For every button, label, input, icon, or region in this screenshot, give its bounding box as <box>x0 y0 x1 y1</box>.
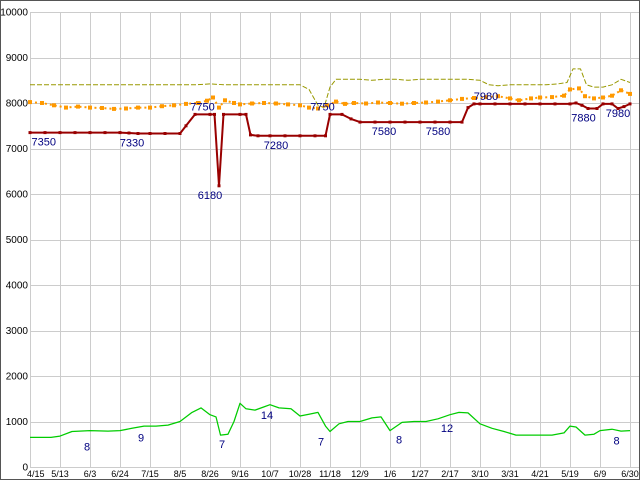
data-point-labels: 7350 7330 7750 6180 7280 7750 7580 7580 7980 7880… <box>32 91 631 453</box>
x-tick-label: 4/15 <box>27 469 45 479</box>
data-point-label: 7750 <box>310 101 334 113</box>
y-tick-label: 10000 <box>0 8 28 19</box>
y-tick-label: 3000 <box>6 326 29 337</box>
y-tick-label: 4000 <box>6 281 29 292</box>
x-tick-label: 3/31 <box>501 469 519 479</box>
series-line-green-count-line <box>30 402 631 439</box>
data-point-label: 7750 <box>190 101 214 113</box>
x-tick-label: 1/27 <box>411 469 429 479</box>
x-tick-label: 6/9 <box>594 469 607 479</box>
data-point-label: 8 <box>613 436 619 448</box>
data-point-label: 8 <box>396 435 402 447</box>
x-tick-label: 8/5 <box>174 469 187 479</box>
y-tick-label: 1000 <box>6 417 29 428</box>
series-line-high-dashed-olive <box>30 68 631 109</box>
gridlines <box>30 12 639 468</box>
x-tick-label: 11/18 <box>319 469 341 479</box>
x-axis-labels: 4/15 5/13 6/3 6/24 7/15 8/5 8/26 9/16 10/7 10/28 1… <box>27 469 639 479</box>
x-tick-label: 10/28 <box>289 469 312 479</box>
data-point-label: 7350 <box>32 137 56 149</box>
data-point-label: 8 <box>84 441 90 453</box>
series-markers-low-solid-red <box>28 101 632 188</box>
x-tick-label: 6/3 <box>84 469 97 479</box>
y-tick-label: 8000 <box>6 99 29 110</box>
data-point-label: 6180 <box>198 190 222 202</box>
data-point-label: 7 <box>318 436 324 448</box>
x-tick-label: 4/21 <box>531 469 549 479</box>
x-tick-label: 9/16 <box>231 469 249 479</box>
y-tick-label: 0 <box>22 463 28 474</box>
x-tick-label: 6/30 <box>621 469 639 479</box>
data-point-label: 7330 <box>120 138 144 150</box>
y-tick-label: 7000 <box>6 144 29 155</box>
x-tick-label: 7/15 <box>141 469 159 479</box>
data-point-label: 7280 <box>264 140 288 152</box>
x-tick-label: 8/26 <box>201 469 219 479</box>
x-tick-label: 12/9 <box>351 469 369 479</box>
y-tick-label: 6000 <box>6 190 29 201</box>
y-tick-label: 9000 <box>6 53 29 64</box>
series-line-low-solid-red <box>30 102 631 187</box>
x-tick-label: 5/13 <box>51 469 69 479</box>
data-point-label: 7980 <box>606 108 630 120</box>
x-tick-label: 5/19 <box>561 469 579 479</box>
x-tick-label: 1/6 <box>384 469 397 479</box>
y-tick-label: 5000 <box>6 235 29 246</box>
x-tick-label: 2/17 <box>441 469 459 479</box>
data-point-label: 7580 <box>426 126 450 138</box>
data-point-label: 7 <box>219 439 225 451</box>
x-tick-label: 3/10 <box>471 469 489 479</box>
x-tick-label: 10/7 <box>261 469 279 479</box>
data-point-label: 14 <box>261 410 273 422</box>
data-point-label: 9 <box>138 432 144 444</box>
data-point-label: 12 <box>441 423 453 435</box>
series-line-mid-dashed-orange <box>29 87 631 110</box>
data-point-label: 7880 <box>571 113 595 125</box>
data-point-label: 7580 <box>372 126 396 138</box>
y-tick-label: 2000 <box>6 372 29 383</box>
x-tick-label: 6/24 <box>111 469 129 479</box>
series-markers-mid-dashed-orange <box>28 86 632 111</box>
data-point-label: 7980 <box>474 91 498 103</box>
y-axis-labels: 0 1000 2000 3000 4000 5000 6000 7000 8000 9000 100… <box>0 8 28 474</box>
